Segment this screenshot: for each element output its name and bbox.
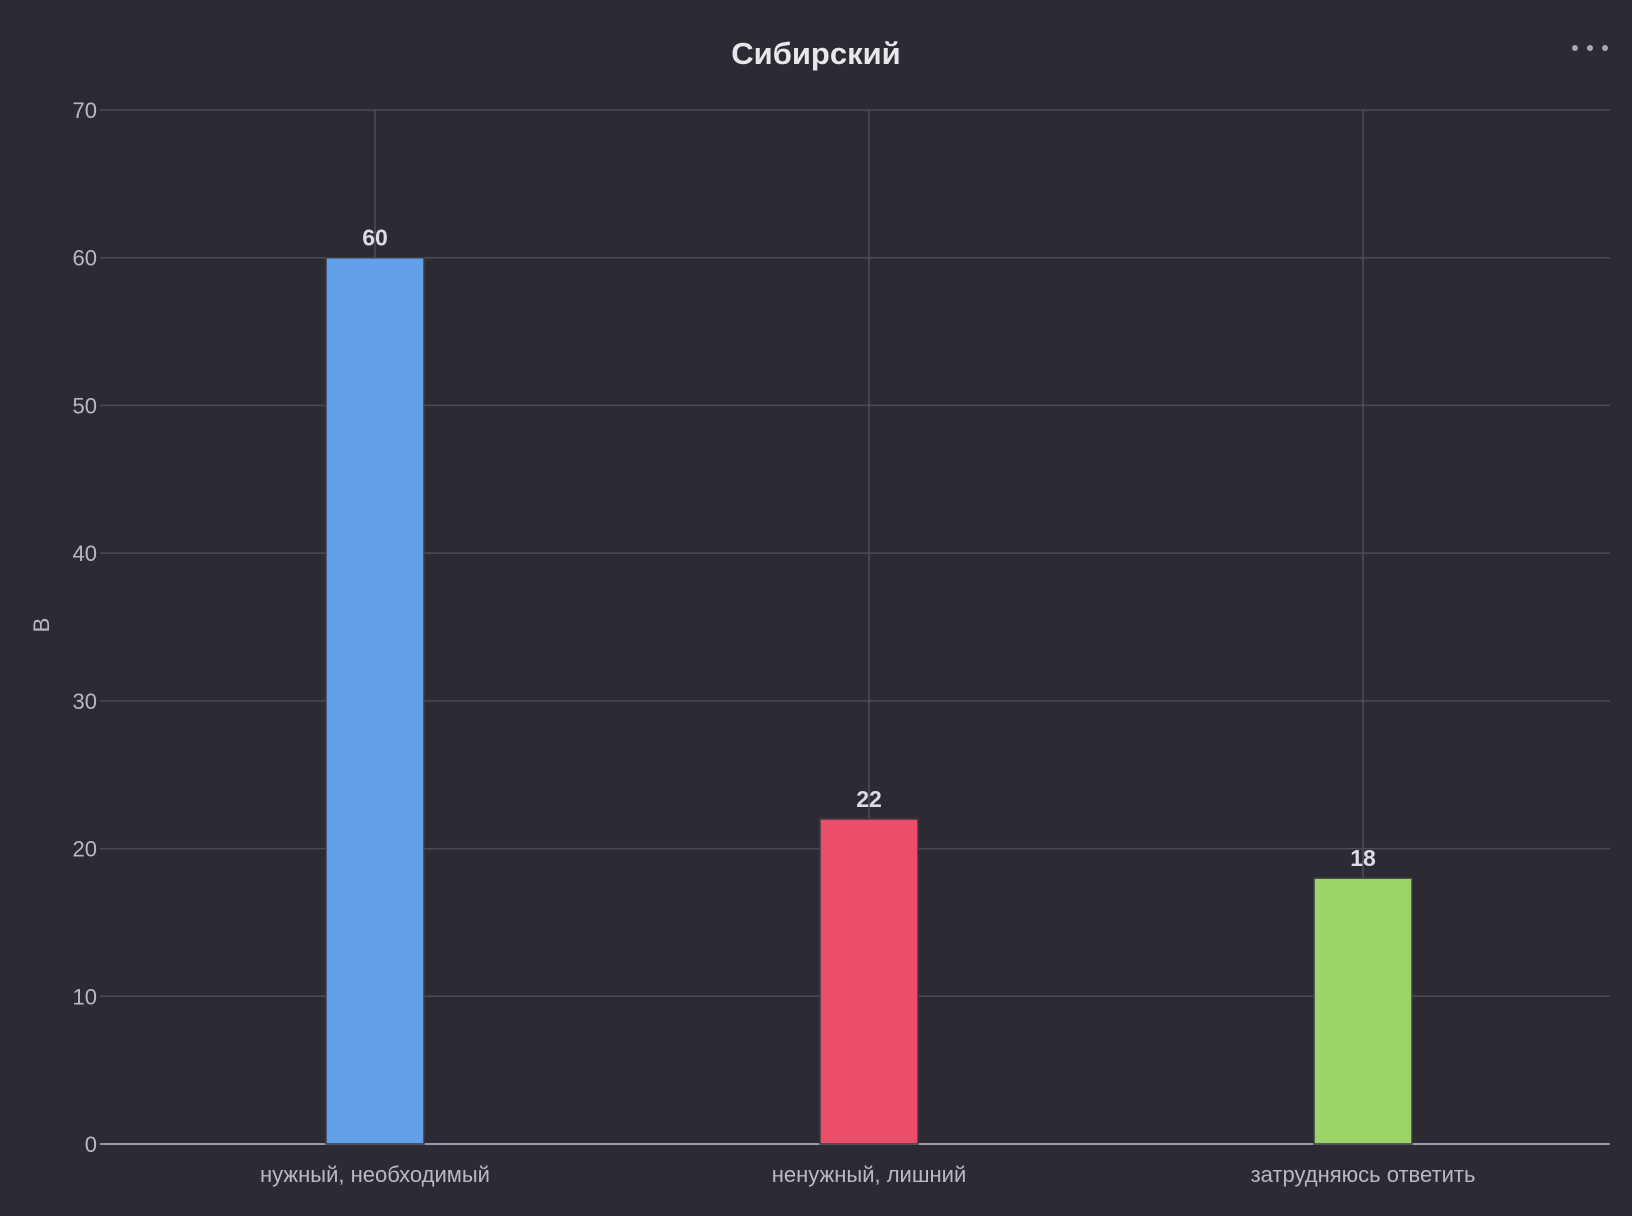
more-dot [1602, 45, 1608, 51]
y-tick-label: 10 [73, 984, 97, 1009]
more-horizontal-icon [1572, 45, 1578, 51]
data-label: 60 [362, 225, 388, 251]
more-dot [1587, 45, 1593, 51]
y-tick-label: 30 [73, 689, 97, 714]
data-label: 22 [856, 786, 882, 812]
chart-title: Сибирский [731, 36, 901, 71]
y-tick-label: 50 [73, 393, 97, 418]
x-tick-label: ненужный, лишний [772, 1162, 966, 1187]
bar [325, 256, 425, 1145]
y-tick-label: 20 [73, 837, 97, 862]
y-tick-label: 70 [73, 98, 97, 123]
data-label: 18 [1350, 845, 1376, 871]
y-tick-label: 60 [73, 246, 97, 271]
x-tick-label: нужный, необходимый [260, 1162, 490, 1187]
x-tick-label: затрудняюсь ответить [1251, 1162, 1476, 1187]
y-tick-label: 40 [73, 541, 97, 566]
bar [1313, 877, 1413, 1145]
chart-menu-button[interactable] [1572, 36, 1608, 60]
y-tick-label: 0 [85, 1132, 97, 1157]
bar [819, 818, 919, 1145]
